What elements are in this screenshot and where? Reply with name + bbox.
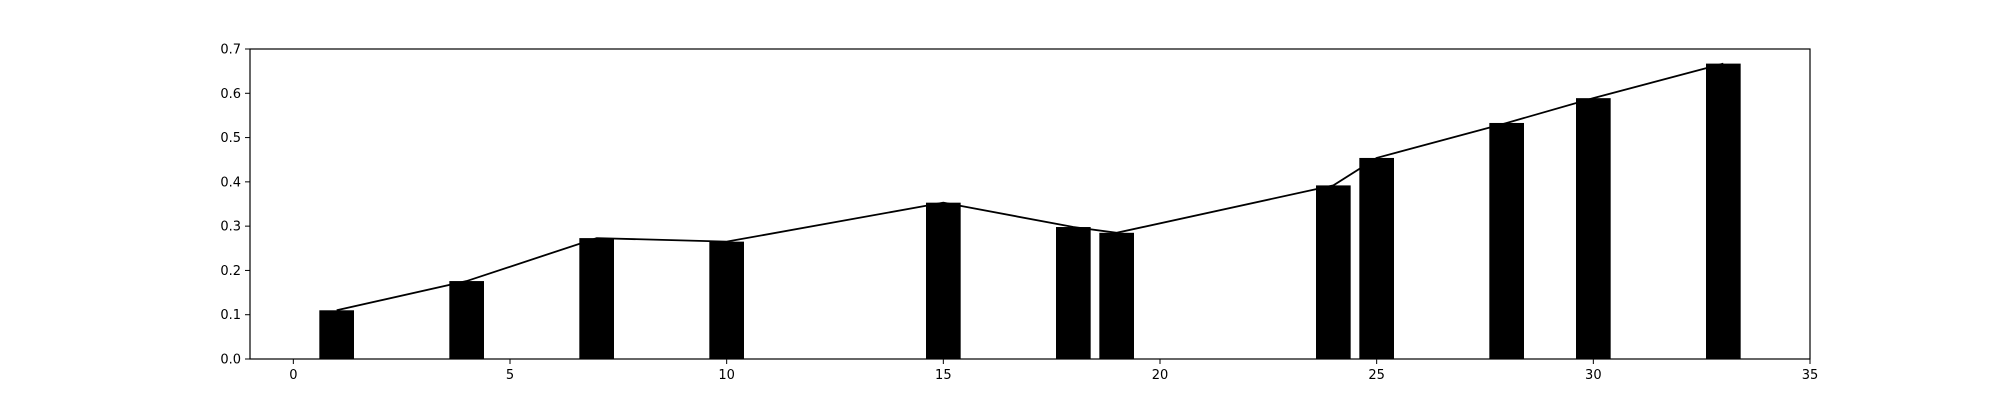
x-tick-label: 10 [718, 368, 735, 383]
y-tick-label: 0.6 [220, 87, 241, 102]
y-axis: 0.0 0.1 0.2 0.3 0.4 0.5 0.6 0.7 [220, 43, 250, 368]
overlay-line-group [336, 62, 1724, 312]
bar-3 [579, 238, 614, 359]
bar-11 [1576, 98, 1611, 359]
y-tick-label: 0.5 [220, 131, 241, 146]
bar-1 [319, 310, 354, 359]
bar-10 [1489, 122, 1524, 360]
x-tick-label: 25 [1368, 368, 1385, 383]
x-tick-label: 35 [1802, 368, 1819, 383]
bar-4 [709, 241, 744, 359]
bar-12 [1706, 63, 1741, 360]
y-tick-label: 0.4 [220, 175, 241, 190]
x-tick-label: 0 [289, 368, 297, 383]
series-line [336, 62, 1724, 312]
y-tick-label: 0.3 [220, 220, 241, 235]
bar-7 [1099, 232, 1134, 359]
y-tick-label: 0.2 [220, 264, 241, 279]
bars-group [319, 63, 1741, 360]
bar-9 [1359, 157, 1394, 359]
y-tick-label: 0.7 [220, 43, 241, 58]
y-tick-label: 0.0 [220, 353, 241, 368]
x-axis: 0 5 10 15 20 25 30 35 [289, 359, 1818, 383]
bar-6 [1056, 227, 1091, 359]
bar-2 [449, 281, 484, 359]
bar-8 [1316, 185, 1351, 359]
x-tick-label: 5 [506, 368, 514, 383]
bar-5 [926, 202, 961, 359]
y-tick-label: 0.1 [220, 308, 241, 323]
x-tick-label: 30 [1585, 368, 1602, 383]
x-tick-label: 15 [935, 368, 952, 383]
x-tick-label: 20 [1152, 368, 1169, 383]
plot-frame [249, 48, 1811, 360]
